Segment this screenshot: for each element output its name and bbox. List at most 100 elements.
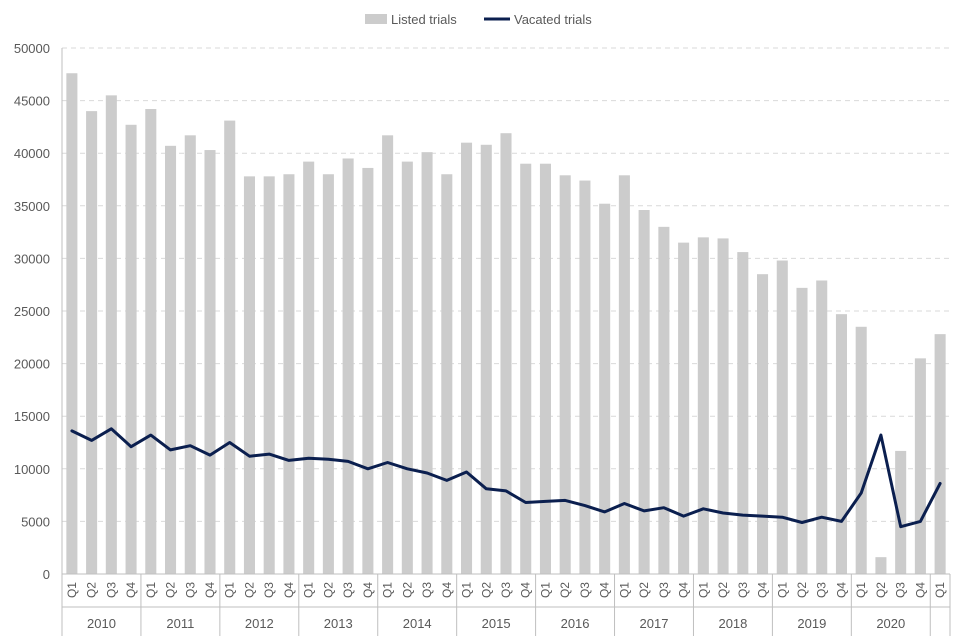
x-tick-label-quarter: Q4 bbox=[361, 582, 375, 598]
y-tick-label: 40000 bbox=[14, 146, 50, 161]
bar-listed-trials bbox=[520, 163, 532, 574]
bar-listed-trials bbox=[263, 176, 275, 574]
x-tick-label-year: 2014 bbox=[403, 616, 432, 631]
bar-listed-trials bbox=[539, 163, 551, 574]
bar-listed-trials bbox=[441, 174, 453, 575]
x-tick-label-quarter: Q1 bbox=[854, 582, 868, 598]
x-tick-label-quarter: Q1 bbox=[775, 582, 789, 598]
x-tick-label-quarter: Q2 bbox=[716, 582, 730, 598]
y-axis: 0 5000 10000 15000 20000 25000 30000 35000 40000… bbox=[14, 41, 50, 582]
bar-listed-trials bbox=[382, 135, 394, 575]
x-axis: Q1 Q2 Q3 Q4 Q1 Q2 Q3 Q4 Q1 Q2 Q3 Q4 Q1 Q2 Q3 Q4 Q1 Q2 Q3 Q4… bbox=[61, 48, 951, 636]
bar-listed-trials bbox=[757, 274, 769, 574]
bar-listed-trials bbox=[678, 242, 690, 574]
legend: Listed trials Vacated trials bbox=[365, 12, 592, 27]
y-tick-label: 15000 bbox=[14, 409, 50, 424]
listed-trials-bars bbox=[66, 73, 946, 575]
x-tick-label-year: 2017 bbox=[640, 616, 669, 631]
bar-listed-trials bbox=[638, 210, 650, 574]
x-tick-label-quarter: Q2 bbox=[558, 582, 572, 598]
bar-listed-trials bbox=[105, 95, 117, 574]
x-tick-label-quarter: Q2 bbox=[795, 582, 809, 598]
bar-listed-trials bbox=[224, 120, 236, 574]
x-tick-label-quarter: Q4 bbox=[124, 582, 138, 598]
x-tick-label-quarter: Q1 bbox=[65, 582, 79, 598]
bar-listed-trials bbox=[401, 161, 413, 574]
bar-listed-trials bbox=[86, 111, 98, 575]
bar-listed-trials bbox=[165, 145, 177, 574]
x-tick-label-quarter: Q3 bbox=[104, 582, 118, 598]
x-tick-label-quarter: Q4 bbox=[834, 582, 848, 598]
x-tick-label-quarter: Q4 bbox=[913, 582, 927, 598]
bar-listed-trials bbox=[835, 314, 847, 574]
bar-listed-trials bbox=[618, 175, 630, 575]
bar-listed-trials bbox=[500, 133, 512, 574]
x-tick-label-quarter: Q4 bbox=[756, 582, 770, 598]
x-tick-label-year: 2011 bbox=[166, 616, 194, 631]
x-tick-label-quarter: Q2 bbox=[400, 582, 414, 598]
x-tick-label-quarter: Q3 bbox=[736, 582, 750, 598]
y-tick-label: 0 bbox=[43, 567, 50, 582]
bar-listed-trials bbox=[421, 152, 433, 574]
bar-listed-trials bbox=[895, 450, 907, 574]
x-tick-label-quarter: Q1 bbox=[223, 582, 237, 598]
legend-label-listed: Listed trials bbox=[391, 12, 457, 27]
x-tick-label-quarter: Q3 bbox=[657, 582, 671, 598]
x-tick-label-quarter: Q4 bbox=[440, 582, 454, 598]
bar-listed-trials bbox=[362, 167, 374, 575]
x-tick-label-quarter: Q1 bbox=[460, 582, 474, 598]
bar-listed-trials bbox=[934, 334, 946, 574]
bar-listed-trials bbox=[737, 252, 749, 574]
x-tick-label-quarter: Q3 bbox=[578, 582, 592, 598]
y-tick-label: 20000 bbox=[14, 357, 50, 372]
x-tick-label-quarter: Q2 bbox=[242, 582, 256, 598]
y-tick-label: 5000 bbox=[21, 514, 50, 529]
bar-listed-trials bbox=[717, 238, 729, 575]
x-tick-label-quarter: Q2 bbox=[479, 582, 493, 598]
bar-listed-trials bbox=[697, 237, 709, 575]
bar-listed-trials bbox=[243, 176, 255, 574]
y-tick-label: 50000 bbox=[14, 41, 50, 56]
bar-listed-trials bbox=[579, 180, 591, 574]
bar-listed-trials bbox=[855, 326, 867, 574]
x-tick-label-year: 2012 bbox=[245, 616, 274, 631]
bar-listed-trials bbox=[204, 150, 216, 574]
x-tick-label-quarter: Q1 bbox=[933, 582, 947, 598]
y-tick-label: 30000 bbox=[14, 251, 50, 266]
x-tick-label-quarter: Q4 bbox=[677, 582, 691, 598]
x-tick-label-quarter: Q2 bbox=[874, 582, 888, 598]
vacated-trials-line-group bbox=[70, 427, 942, 529]
x-tick-label-quarter: Q3 bbox=[262, 582, 276, 598]
x-tick-label-quarter: Q3 bbox=[499, 582, 513, 598]
x-tick-label-quarter: Q4 bbox=[282, 582, 296, 598]
x-tick-label-year: 2018 bbox=[718, 616, 747, 631]
bar-listed-trials bbox=[184, 135, 196, 575]
x-tick-label-quarter: Q2 bbox=[637, 582, 651, 598]
y-tick-label: 35000 bbox=[14, 199, 50, 214]
x-tick-label-quarter: Q1 bbox=[617, 582, 631, 598]
x-tick-label-quarter: Q3 bbox=[183, 582, 197, 598]
x-tick-label-year: 2019 bbox=[797, 616, 826, 631]
x-tick-label-year: 2016 bbox=[561, 616, 590, 631]
bar-listed-trials bbox=[145, 109, 157, 575]
x-tick-label-quarter: Q4 bbox=[519, 582, 533, 598]
y-tick-label: 45000 bbox=[14, 94, 50, 109]
bar-listed-trials bbox=[914, 358, 926, 574]
x-tick-label-quarter: Q2 bbox=[164, 582, 178, 598]
bar-listed-trials bbox=[658, 226, 670, 574]
bar-listed-trials bbox=[125, 124, 137, 575]
x-tick-label-quarter: Q2 bbox=[321, 582, 335, 598]
bar-listed-trials bbox=[796, 287, 808, 574]
bar-listed-trials bbox=[303, 161, 315, 574]
x-tick-label-quarter: Q1 bbox=[696, 582, 710, 598]
x-tick-label-quarter: Q3 bbox=[420, 582, 434, 598]
x-tick-label-year: 2020 bbox=[876, 616, 905, 631]
bar-listed-trials bbox=[599, 203, 611, 575]
bar-listed-trials bbox=[461, 142, 473, 574]
bar-listed-trials bbox=[480, 144, 492, 574]
bar-listed-trials bbox=[322, 174, 334, 575]
vacated-trials-line bbox=[70, 427, 942, 529]
x-tick-label-year: 2015 bbox=[482, 616, 511, 631]
bar-listed-trials bbox=[66, 73, 78, 575]
